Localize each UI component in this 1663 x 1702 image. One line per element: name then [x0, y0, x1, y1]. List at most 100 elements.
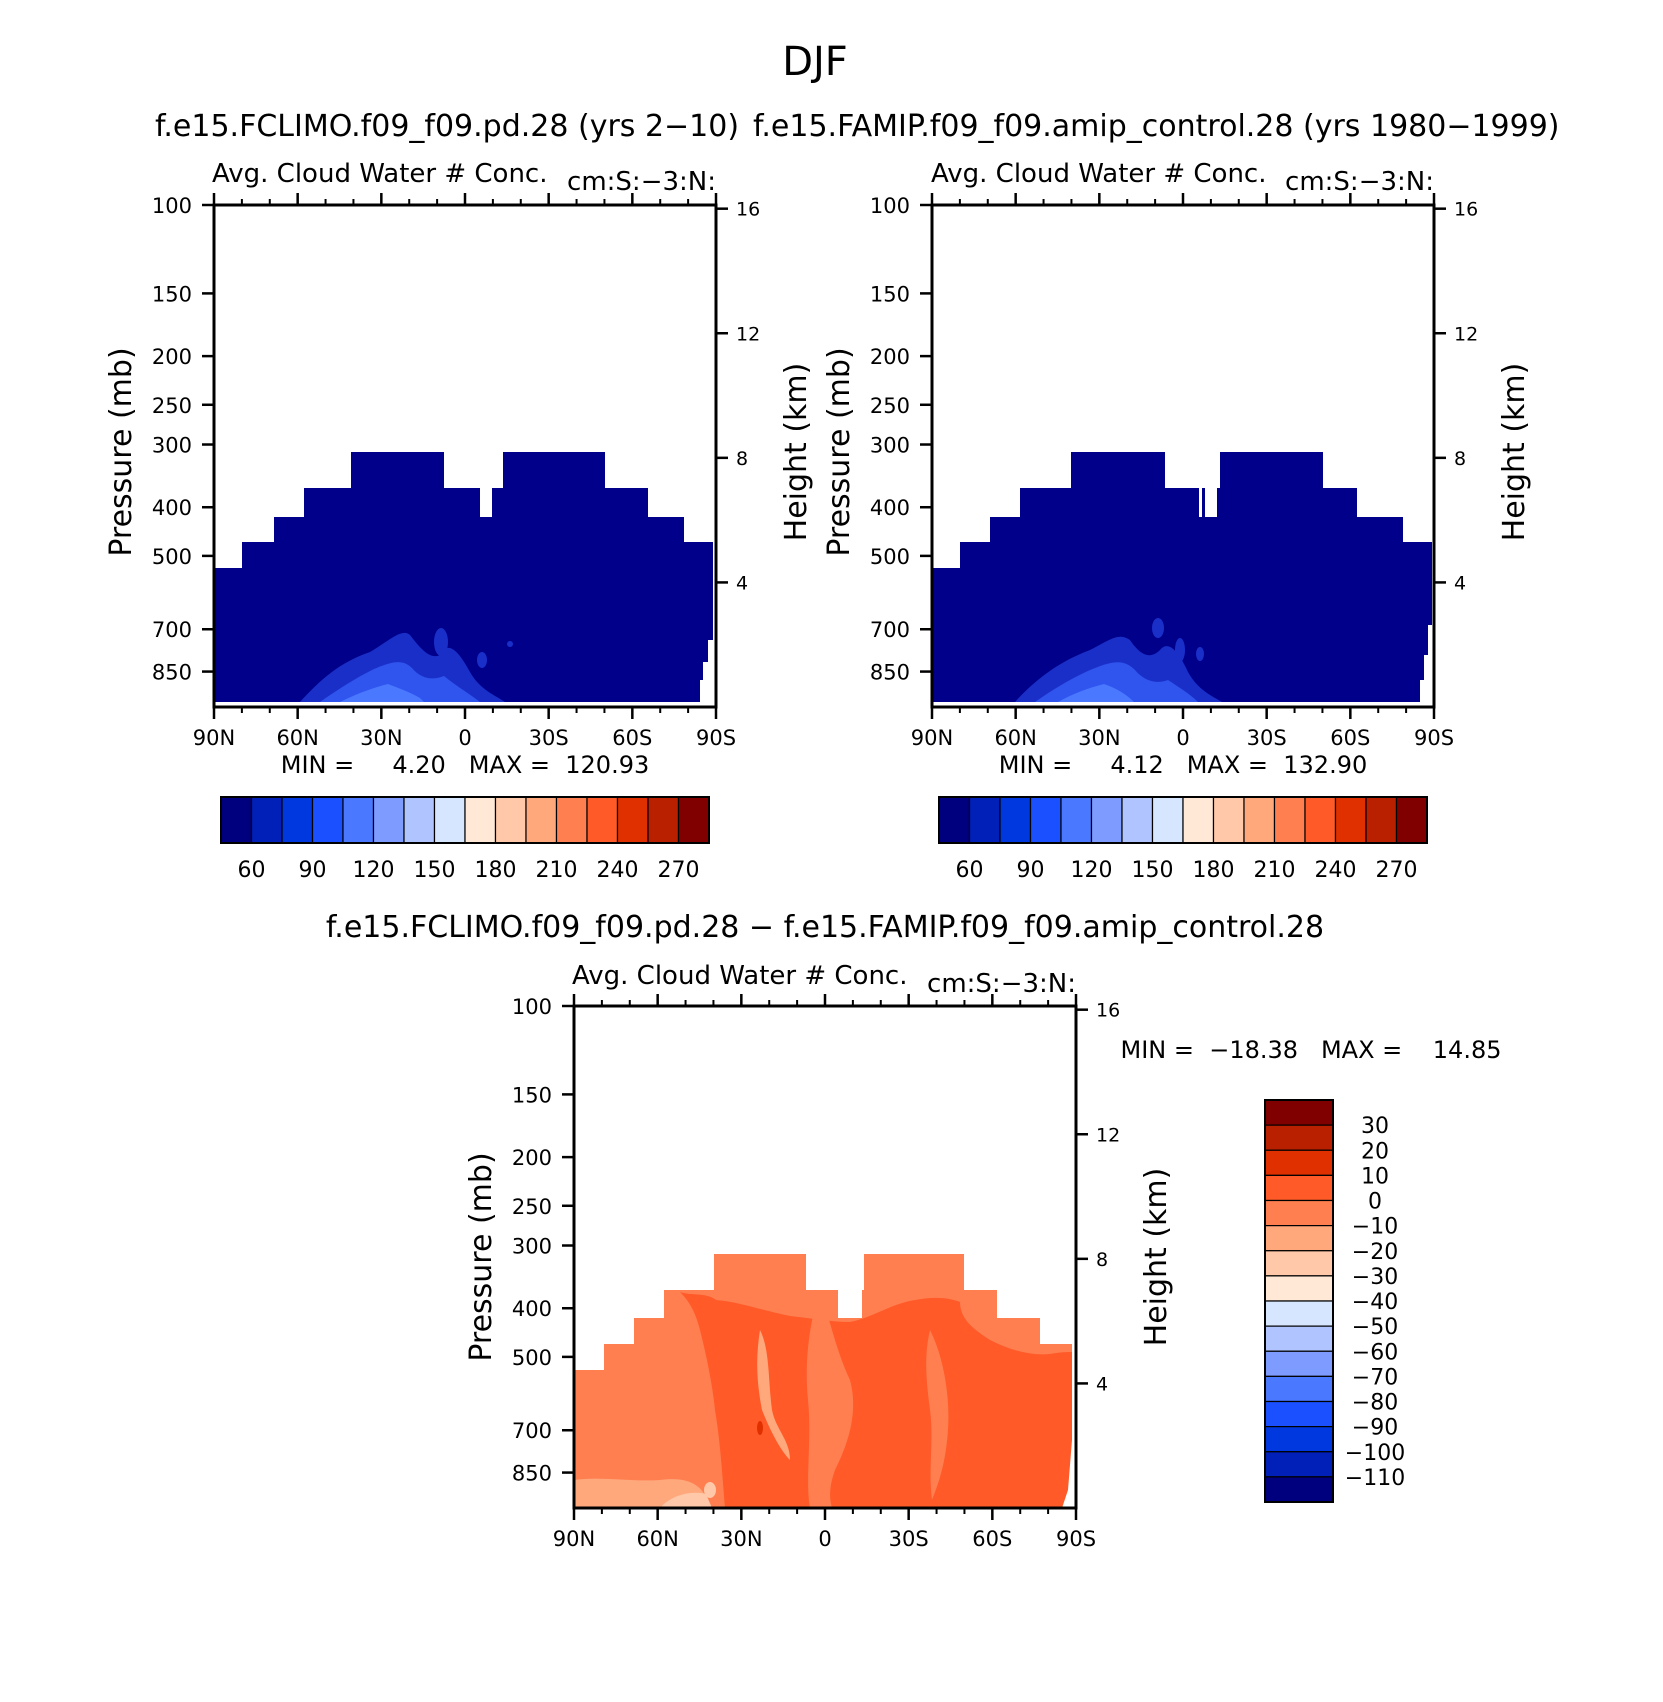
p1-colorbar-swatch — [403, 796, 436, 844]
panel-3-left-string: Avg. Cloud Water # Conc. — [572, 961, 908, 991]
p3-colorbar-label: −110 — [1345, 1466, 1405, 1491]
p1-colorbar-swatch — [586, 796, 619, 844]
p1-colorbar-swatch — [616, 796, 649, 844]
panel-3-field-mid — [680, 1292, 1072, 1508]
p1-y-tick-label: 500 — [152, 545, 192, 569]
p3-colorbar-swatch — [1264, 1325, 1334, 1352]
p1-x-tick-label: 90S — [696, 726, 736, 750]
p1-colorbar-swatch — [281, 796, 314, 844]
p2-colorbar-swatch — [1273, 796, 1306, 844]
p1-x-tick-label: 60N — [276, 726, 318, 750]
p2-height-tick-label: 8 — [1454, 448, 1466, 470]
p2-colorbar-swatch — [1304, 796, 1337, 844]
p2-height-tick-label: 4 — [1454, 572, 1466, 594]
p3-colorbar-label: −100 — [1345, 1441, 1405, 1466]
p3-height-tick-label: 16 — [1096, 1000, 1120, 1022]
panel-1-y-axis: 100 150 200 250 300 400 500 700 850 — [152, 194, 214, 685]
p3-x-tick-label: 60S — [972, 1527, 1012, 1551]
panel-3-height-axis: 4 8 12 16 — [1076, 1000, 1120, 1395]
panel-2-title: f.e15.FAMIP.f09_f09.amip_control.28 (yrs… — [753, 109, 1560, 144]
p3-x-tick-label: 30S — [889, 1527, 929, 1551]
p3-colorbar-label: 10 — [1361, 1164, 1389, 1189]
p2-colorbar-label: 270 — [1376, 858, 1418, 883]
panel-2-field-blue-3 — [1058, 684, 1134, 702]
panel-1-field — [214, 452, 713, 702]
p3-colorbar-swatch — [1264, 1350, 1334, 1377]
panel-2-y-axis-label: Pressure (mb) — [822, 347, 857, 556]
p3-y-tick-label: 100 — [512, 995, 552, 1019]
panel-1: f.e15.FCLIMO.f09_f09.pd.28 (yrs 2−10) Av… — [104, 109, 814, 883]
p2-colorbar-swatch — [1243, 796, 1276, 844]
panel-3-colorbar: 3020100−10−20−30−40−50−60−70−80−90−100−1… — [1264, 1099, 1405, 1503]
p1-colorbar-label: 150 — [414, 858, 456, 883]
p2-colorbar-label: 240 — [1315, 858, 1357, 883]
panel-3-field-light-4 — [757, 1330, 790, 1460]
p1-y-tick-label: 400 — [152, 496, 192, 520]
p3-x-tick-label: 60N — [636, 1527, 678, 1551]
p3-colorbar-swatch — [1264, 1099, 1334, 1126]
p3-colorbar-swatch — [1264, 1451, 1334, 1478]
p2-colorbar-swatch — [1060, 796, 1093, 844]
p1-colorbar-swatch — [220, 796, 253, 844]
p1-x-tick-label: 90N — [193, 726, 235, 750]
p1-colorbar-label: 60 — [238, 858, 266, 883]
panel-3-y-axis: 100 150 200 250 300 400 500 700 850 — [512, 995, 574, 1486]
p2-x-tick-label: 30S — [1247, 726, 1287, 750]
p3-y-tick-label: 850 — [512, 1462, 552, 1486]
p2-colorbar-swatch — [1090, 796, 1123, 844]
p3-height-tick-label: 8 — [1096, 1249, 1108, 1271]
p2-colorbar-label: 90 — [1017, 858, 1045, 883]
panel-1-field-blue-2 — [320, 662, 480, 702]
p1-colorbar-swatch — [555, 796, 588, 844]
p3-colorbar-swatch — [1264, 1426, 1334, 1453]
p3-colorbar-outline — [1264, 1099, 1334, 1503]
p1-colorbar-swatch — [677, 796, 710, 844]
panel-3-height-axis-label: Height (km) — [1139, 1168, 1174, 1347]
p1-colorbar-label: 270 — [658, 858, 700, 883]
panel-2-min-max: MIN = 4.12 MAX = 132.90 — [999, 751, 1367, 779]
panel-3-y-axis-label: Pressure (mb) — [464, 1152, 499, 1361]
panel-3-title: f.e15.FCLIMO.f09_f09.pd.28 − f.e15.FAMIP… — [326, 910, 1324, 945]
p1-y-tick-label: 150 — [152, 282, 192, 306]
p2-y-tick-label: 100 — [870, 194, 910, 218]
p2-colorbar-swatch — [999, 796, 1032, 844]
panel-3-x-axis: 90N 60N 30N 0 30S 60S 90S — [553, 994, 1096, 1551]
p3-colorbar-swatch — [1264, 1149, 1334, 1176]
p2-colorbar-label: 180 — [1193, 858, 1235, 883]
p1-y-tick-label: 250 — [152, 394, 192, 418]
p1-colorbar-label: 180 — [475, 858, 517, 883]
panel-1-height-axis: 4 8 12 16 — [716, 199, 760, 594]
p2-y-tick-label: 150 — [870, 282, 910, 306]
p1-y-tick-label: 850 — [152, 661, 192, 685]
p1-y-tick-label: 700 — [152, 618, 192, 642]
p1-colorbar-swatch — [464, 796, 497, 844]
p3-colorbar-label: −10 — [1352, 1215, 1398, 1240]
p3-y-tick-label: 150 — [512, 1083, 552, 1107]
p2-colorbar-label: 210 — [1254, 858, 1296, 883]
panel-2-y-axis: 100 150 200 250 300 400 500 700 850 — [870, 194, 932, 685]
p1-height-tick-label: 12 — [736, 323, 760, 345]
p3-colorbar-label: −90 — [1352, 1416, 1398, 1441]
p1-colorbar-swatch — [342, 796, 375, 844]
p3-colorbar-label: 0 — [1368, 1190, 1382, 1215]
p3-x-tick-label: 90N — [553, 1527, 595, 1551]
panel-2-x-axis: 90N 60N 30N 0 30S 60S 90S — [911, 193, 1454, 750]
panel-1-min-max: MIN = 4.20 MAX = 120.93 — [281, 751, 649, 779]
panel-2-left-string: Avg. Cloud Water # Conc. — [931, 159, 1267, 189]
p2-y-tick-label: 200 — [870, 345, 910, 369]
p1-height-tick-label: 16 — [736, 199, 760, 221]
p3-x-tick-label: 0 — [818, 1527, 831, 1551]
panel-1-left-string: Avg. Cloud Water # Conc. — [212, 159, 548, 189]
p2-colorbar-swatch — [1395, 796, 1428, 844]
p2-y-tick-label: 850 — [870, 661, 910, 685]
panel-1-field-blob-a — [434, 628, 448, 656]
p1-y-tick-label: 100 — [152, 194, 192, 218]
p2-colorbar-swatch — [1029, 796, 1062, 844]
p2-colorbar-outline — [938, 796, 1428, 844]
p1-colorbar-label: 120 — [353, 858, 395, 883]
panel-2-field-navy — [932, 452, 1432, 702]
p3-height-tick-label: 12 — [1096, 1124, 1120, 1146]
panel-1-x-axis: 90N 60N 30N 0 30S 60S 90S — [193, 193, 736, 750]
panel-2-colorbar: 60 90 120 150 180 210 240 270 — [938, 796, 1428, 883]
panel-2-field-blob-c — [1196, 647, 1204, 661]
